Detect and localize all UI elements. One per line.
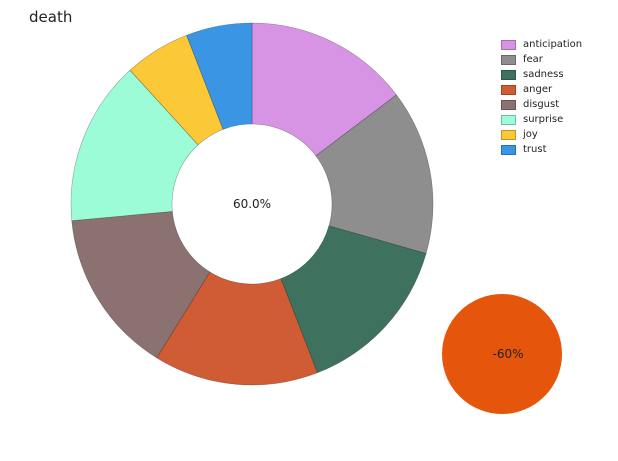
donut-slice-surprise	[70, 69, 199, 222]
donut-slice-trust	[186, 22, 253, 130]
donut-slice-joy	[129, 34, 224, 146]
legend-label: trust	[523, 144, 547, 155]
donut-slice-anger	[156, 271, 318, 386]
legend-item-surprise[interactable]: surprise	[501, 112, 582, 127]
legend-item-anticipation[interactable]: anticipation	[501, 37, 582, 52]
legend-swatch	[501, 39, 516, 50]
legend-label: anticipation	[523, 39, 583, 50]
legend-item-disgust[interactable]: disgust	[501, 97, 582, 112]
legend-label: fear	[523, 54, 543, 65]
legend-swatch	[501, 84, 516, 95]
legend-label: anger	[523, 84, 553, 95]
legend-swatch	[501, 129, 516, 140]
legend-label: sadness	[523, 69, 564, 80]
legend-label: joy	[523, 129, 538, 140]
legend-swatch	[501, 144, 516, 155]
legend-swatch	[501, 69, 516, 80]
center-label: 60.0%	[233, 197, 271, 211]
legend-swatch	[501, 99, 516, 110]
legend-label: disgust	[523, 99, 560, 110]
legend-swatch	[501, 114, 516, 125]
donut-slice-sadness	[280, 225, 427, 374]
legend-swatch	[501, 54, 516, 65]
donut-slice-fear	[315, 94, 434, 254]
legend-label: surprise	[523, 114, 564, 125]
legend-item-fear[interactable]: fear	[501, 52, 582, 67]
donut-slices	[70, 22, 434, 386]
legend-item-joy[interactable]: joy	[501, 127, 582, 142]
legend-item-sadness[interactable]: sadness	[501, 67, 582, 82]
legend: anticipation fear sadness anger disgust surpr…	[501, 37, 582, 157]
donut-slice-disgust	[71, 211, 211, 359]
legend-item-anger[interactable]: anger	[501, 82, 582, 97]
sentiment-indicator-circle	[442, 294, 562, 414]
legend-item-trust[interactable]: trust	[501, 142, 582, 157]
chart-title: death	[29, 8, 73, 26]
sentiment-indicator-label: -60%	[492, 347, 523, 361]
donut-slice-anticipation	[251, 22, 397, 157]
